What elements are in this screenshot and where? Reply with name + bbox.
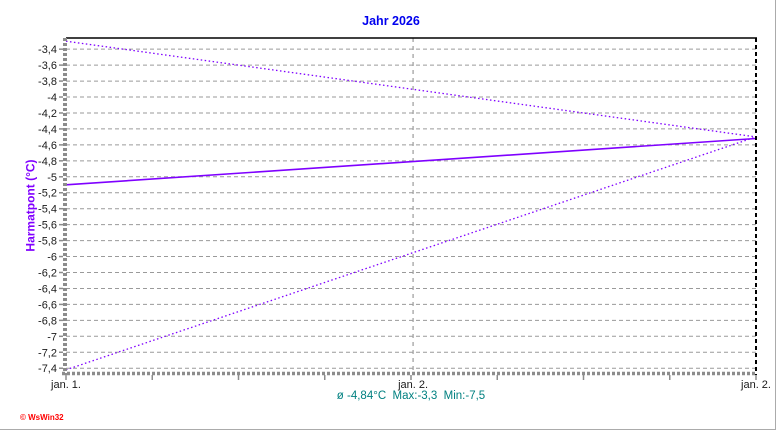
svg-text:jan. 2.: jan. 2. xyxy=(397,379,428,391)
svg-text:-6,2: -6,2 xyxy=(38,268,57,280)
svg-text:-3,8: -3,8 xyxy=(38,76,57,88)
svg-text:-4,8: -4,8 xyxy=(38,156,57,168)
svg-text:-5,8: -5,8 xyxy=(38,236,57,248)
svg-text:-7: -7 xyxy=(47,331,57,343)
watermark-wswin32: © WsWin32 xyxy=(20,413,64,422)
svg-text:-6,6: -6,6 xyxy=(38,299,57,311)
panel-edge-right xyxy=(775,0,776,430)
svg-text:-4: -4 xyxy=(47,92,57,104)
svg-text:-5,6: -5,6 xyxy=(38,220,57,232)
svg-text:-6,8: -6,8 xyxy=(38,315,57,327)
chart-title: Jahr 2026 xyxy=(362,14,420,28)
svg-text:-6,4: -6,4 xyxy=(38,283,57,295)
stats-summary: ø -4,84°C Max:-3,3 Min:-7,5 xyxy=(336,390,486,402)
svg-text:-7,2: -7,2 xyxy=(38,347,57,359)
svg-text:-4,2: -4,2 xyxy=(38,108,57,120)
panel-edge-bottom xyxy=(0,429,776,430)
svg-text:-6: -6 xyxy=(47,252,57,264)
svg-text:-4,4: -4,4 xyxy=(38,124,57,136)
svg-text:-3,4: -3,4 xyxy=(38,44,57,56)
svg-text:-5: -5 xyxy=(47,172,57,184)
svg-text:-4,6: -4,6 xyxy=(38,140,57,152)
svg-text:-7,4: -7,4 xyxy=(38,363,57,375)
svg-text:-5,2: -5,2 xyxy=(38,188,57,200)
svg-text:jan. 1.: jan. 1. xyxy=(50,379,81,391)
svg-text:-5,4: -5,4 xyxy=(38,204,57,216)
svg-text:jan. 2.: jan. 2. xyxy=(740,379,771,391)
svg-text:-3,6: -3,6 xyxy=(38,60,57,72)
